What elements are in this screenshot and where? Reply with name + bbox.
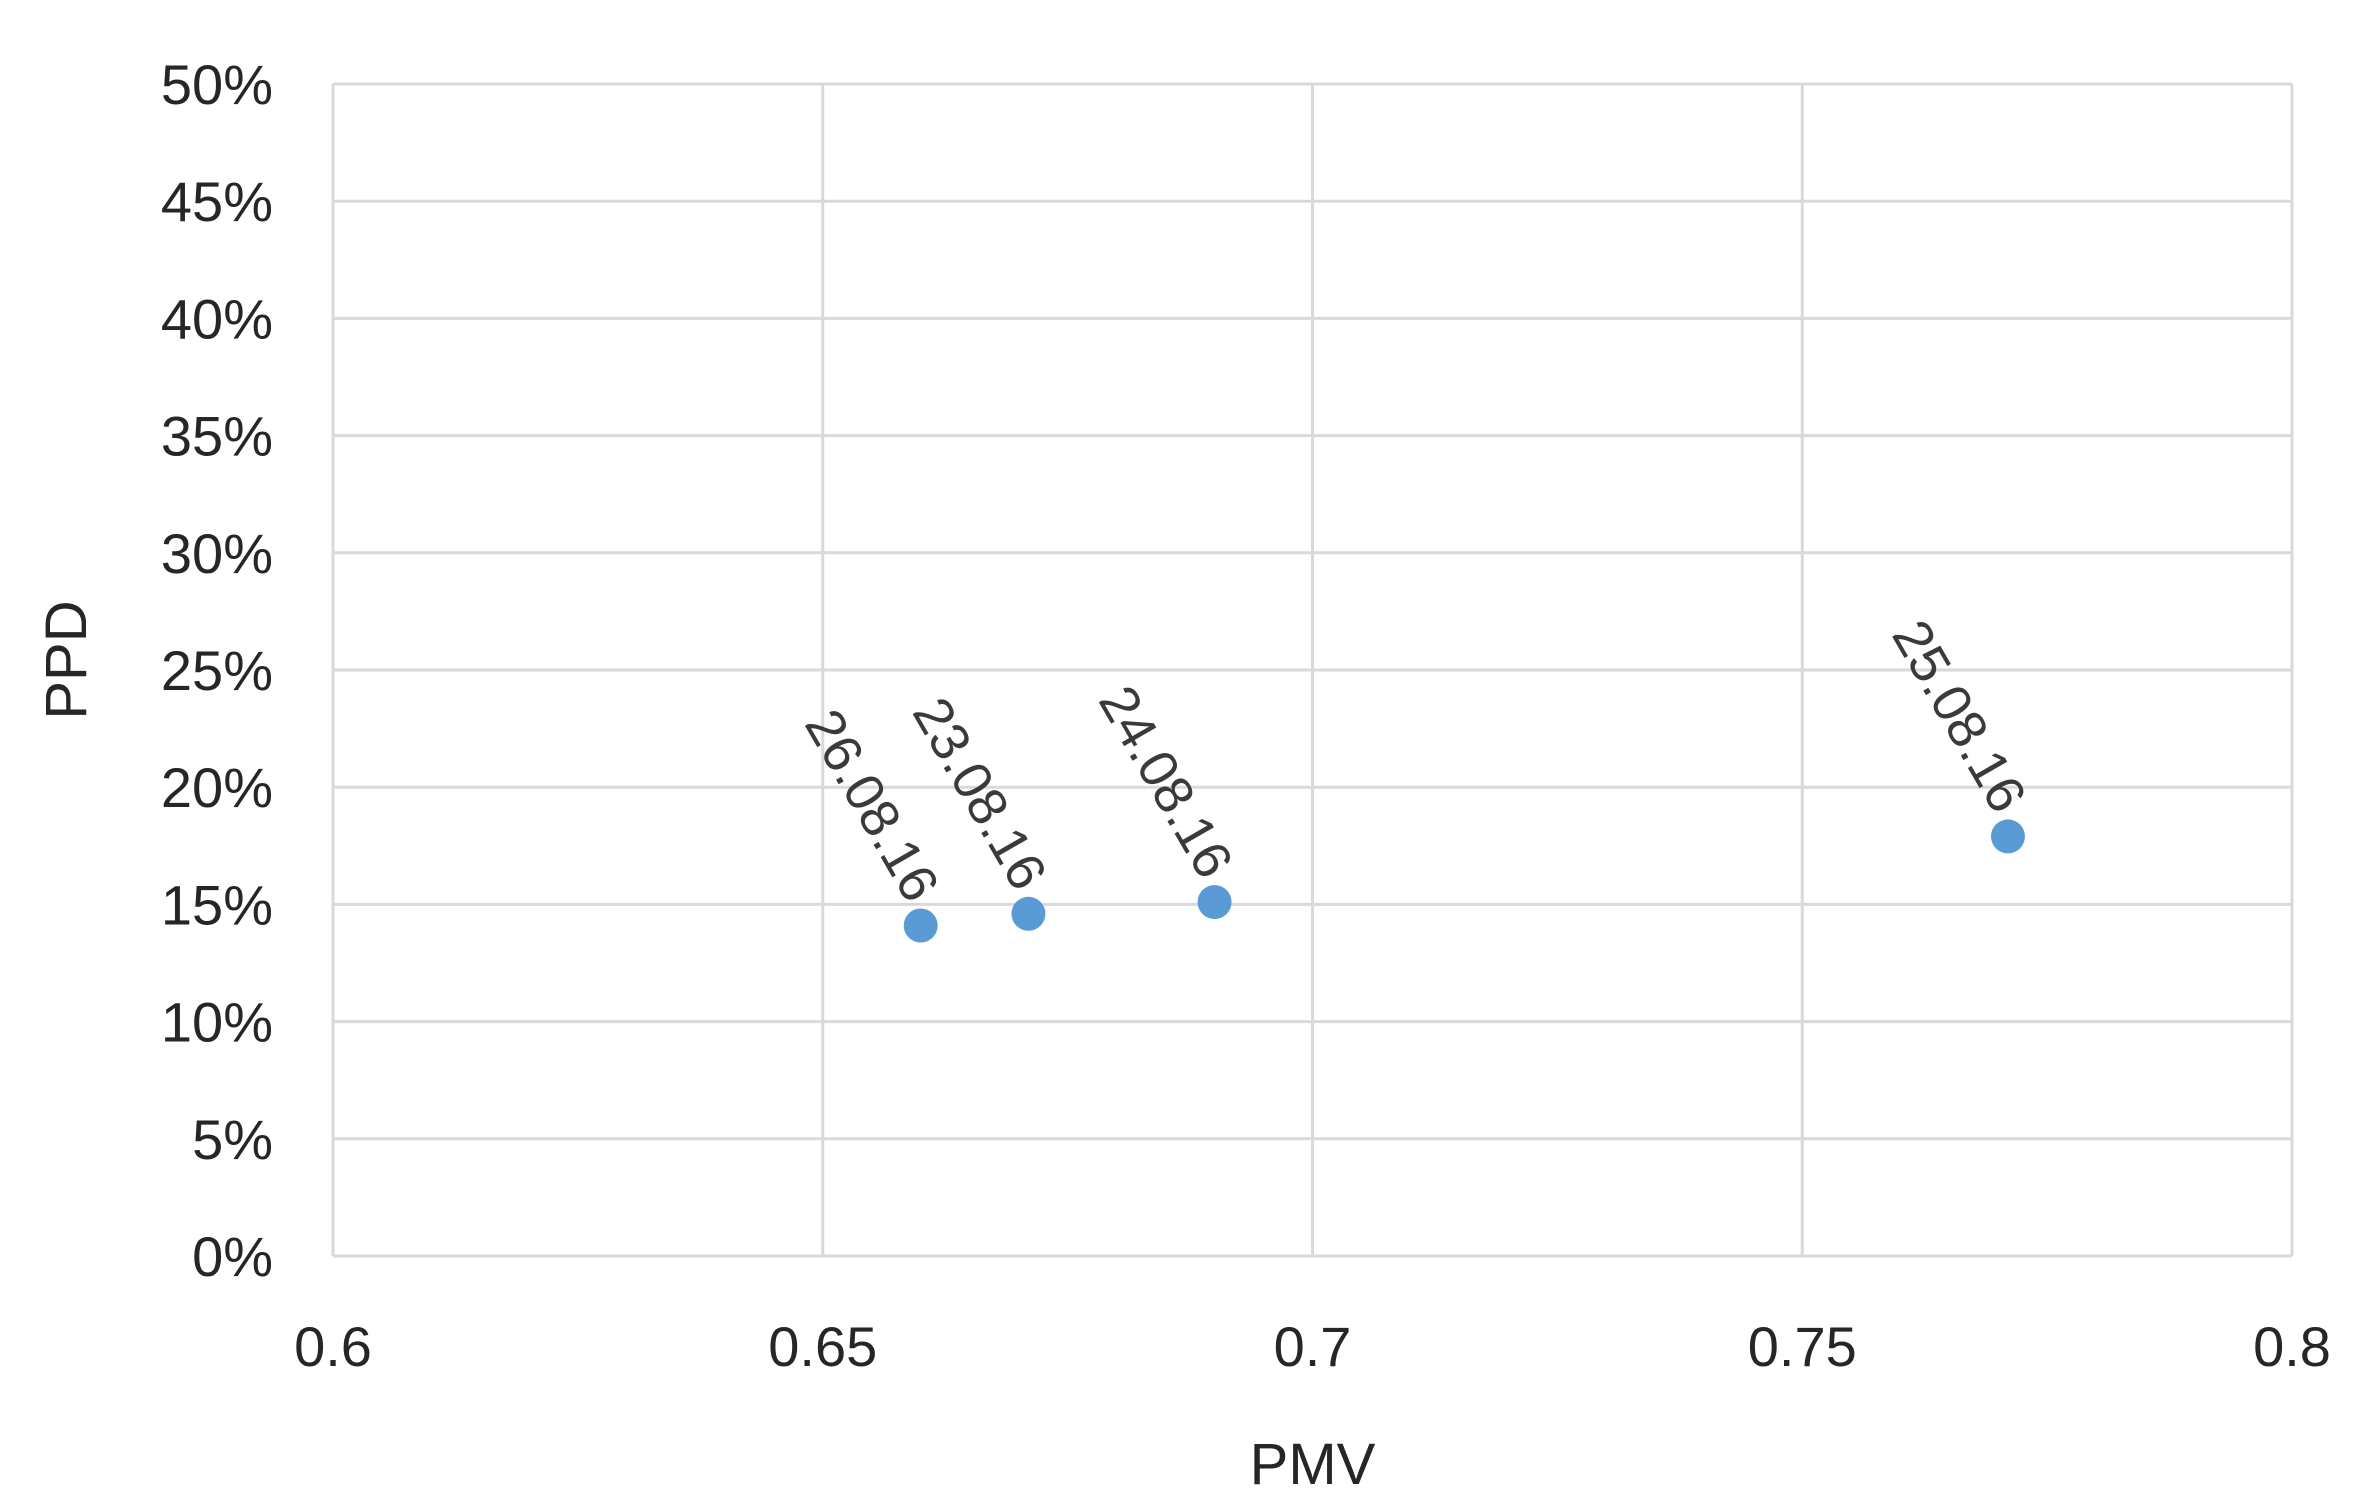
y-axis-ticks: 0% 5% 10% 15% 20% 25% 30% 35% 40% 45% 50%	[161, 53, 273, 1288]
data-point	[1197, 885, 1232, 920]
data-point	[1990, 819, 2025, 854]
y-tick-label: 10%	[161, 991, 273, 1054]
x-tick-label: 0.65	[768, 1315, 877, 1378]
y-tick-label: 30%	[161, 522, 273, 585]
x-tick-label: 0.8	[2253, 1315, 2331, 1378]
data-label: 25.08.16	[1880, 610, 2037, 822]
x-axis-ticks: 0.6 0.65 0.7 0.75 0.8	[294, 1315, 2331, 1378]
data-points	[903, 819, 2025, 943]
x-tick-label: 0.75	[1748, 1315, 1857, 1378]
data-point	[1011, 896, 1046, 931]
x-tick-label: 0.6	[294, 1315, 372, 1378]
y-tick-label: 5%	[192, 1108, 273, 1171]
y-tick-label: 15%	[161, 873, 273, 936]
y-tick-label: 40%	[161, 287, 273, 350]
y-tick-label: 0%	[192, 1225, 273, 1288]
y-tick-label: 35%	[161, 405, 273, 468]
x-tick-label: 0.7	[1274, 1315, 1352, 1378]
y-tick-label: 45%	[161, 170, 273, 233]
x-axis-title: PMV	[1250, 1432, 1376, 1497]
y-tick-label: 20%	[161, 756, 273, 819]
y-tick-label: 50%	[161, 53, 273, 116]
data-label: 24.08.16	[1087, 676, 1244, 888]
y-axis-title: PPD	[34, 600, 99, 719]
y-tick-label: 25%	[161, 639, 273, 702]
data-point	[903, 908, 938, 943]
grid	[331, 82, 2294, 1258]
